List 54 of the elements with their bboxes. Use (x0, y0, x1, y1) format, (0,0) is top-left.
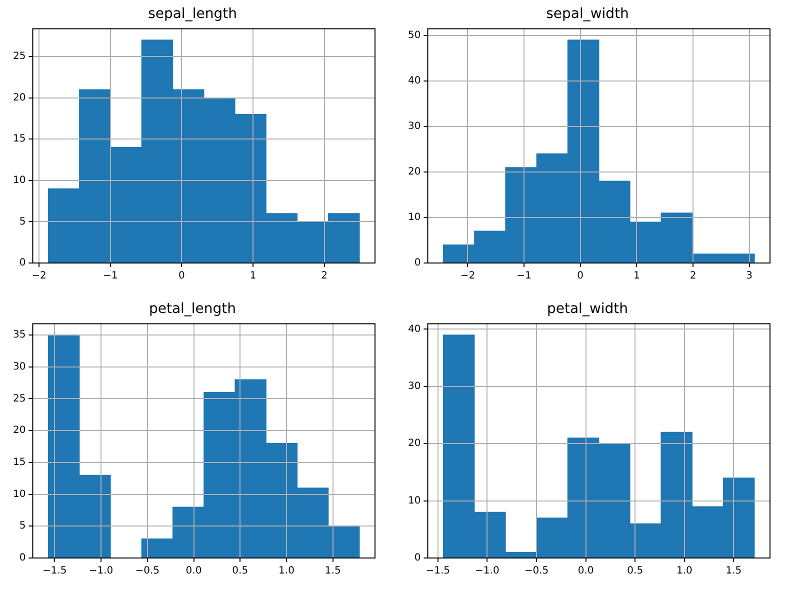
chart-title: petal_length (148, 301, 236, 318)
x-tick-label: 1.0 (278, 566, 294, 577)
x-tick-label: 2 (321, 270, 328, 282)
y-tick-label: 15 (12, 457, 26, 468)
x-tick-label: −1.5 (42, 566, 67, 577)
x-tick-label: 1.5 (726, 566, 742, 577)
x-tick-label: 3 (746, 270, 753, 282)
y-tick-label: 20 (12, 92, 26, 104)
x-tick-label: −1 (516, 270, 532, 282)
x-tick-label: 1 (633, 270, 640, 282)
y-tick-label: 30 (408, 381, 421, 392)
y-tick-label: 30 (12, 361, 26, 372)
x-tick-label: −1.0 (475, 566, 500, 577)
y-tick-label: 15 (12, 134, 26, 145)
x-tick-label: −0.5 (135, 566, 160, 577)
x-tick-label: 2 (690, 270, 696, 282)
x-tick-label: 1.0 (676, 566, 692, 577)
x-tick-label: −1.0 (88, 566, 114, 577)
y-tick-label: 30 (408, 121, 421, 132)
y-tick-label: 50 (408, 30, 421, 41)
x-tick-label: 0.5 (627, 566, 644, 577)
y-tick-label: 0 (19, 258, 26, 269)
chart-title: petal_width (546, 301, 628, 318)
chart-title: sepal_length (148, 6, 237, 22)
y-tick-label: 10 (12, 174, 26, 186)
x-tick-label: −1 (102, 270, 118, 282)
x-tick-label: −2 (32, 270, 46, 282)
x-tick-label: −2 (460, 270, 476, 282)
x-tick-label: 0 (577, 270, 584, 282)
y-tick-label: 40 (408, 324, 421, 335)
y-tick-label: 20 (408, 438, 421, 450)
x-tick-label: 0.0 (186, 566, 202, 577)
y-tick-label: 40 (408, 76, 421, 87)
x-tick-label: 0 (178, 270, 185, 282)
y-tick-label: 10 (408, 495, 421, 506)
x-tick-label: 0.0 (578, 566, 594, 577)
y-tick-label: 20 (12, 425, 26, 436)
x-tick-label: 1 (250, 270, 256, 282)
chart-title: sepal_width (546, 6, 629, 22)
y-tick-label: 0 (414, 552, 421, 564)
y-tick-label: 20 (408, 166, 421, 178)
y-tick-label: 10 (12, 488, 26, 500)
y-tick-label: 25 (12, 393, 26, 404)
y-tick-label: 5 (19, 216, 26, 228)
x-tick-label: −0.5 (524, 566, 549, 577)
y-tick-label: 10 (408, 212, 421, 224)
y-tick-label: 25 (12, 51, 26, 62)
x-tick-label: −1.5 (426, 566, 450, 577)
x-tick-label: 0.5 (232, 566, 248, 577)
x-tick-label: 1.5 (324, 566, 341, 577)
y-tick-label: 35 (12, 330, 26, 341)
y-tick-label: 0 (414, 258, 421, 269)
y-tick-label: 0 (19, 552, 26, 564)
y-tick-label: 5 (19, 520, 26, 532)
